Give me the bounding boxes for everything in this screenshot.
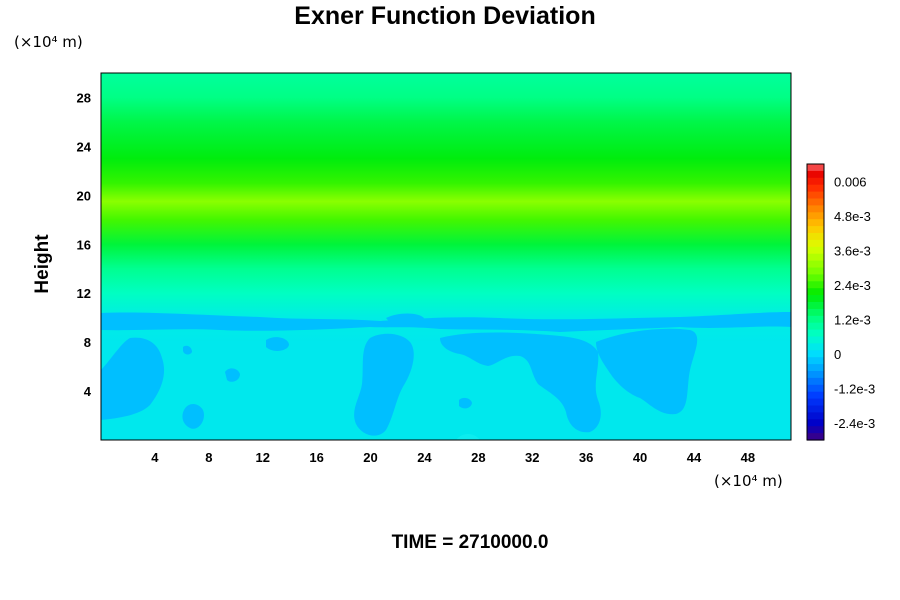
colorbar: 0.006 4.8e-3 3.6e-3 2.4e-3 1.2e-3 0 -1.2e-3 -2.… — [806, 163, 875, 441]
colorbar-label: 0.006 — [834, 174, 867, 189]
colorbar-swatch — [807, 350, 824, 358]
blob-small-6 — [459, 397, 472, 409]
x-tick-label: 44 — [687, 450, 702, 465]
colorbar-swatch — [807, 281, 824, 289]
x-tick-label: 12 — [255, 450, 269, 465]
colorbar-swatch — [807, 412, 824, 420]
y-axis-ticks: 4 8 12 16 20 24 28 — [77, 90, 92, 399]
blob-right-center — [440, 332, 601, 433]
colorbar-swatch — [807, 226, 824, 234]
colorbar-swatch — [807, 164, 824, 172]
colorbar-swatch — [807, 198, 824, 206]
blob-small-1 — [182, 404, 204, 429]
negative-anomaly-regions — [101, 312, 791, 440]
colorbar-label: 0 — [834, 347, 841, 362]
y-tick-label: 24 — [77, 139, 92, 154]
y-tick-label: 20 — [77, 188, 91, 203]
plot-area — [101, 73, 791, 440]
blob-bottom-small — [456, 434, 480, 440]
x-tick-label: 32 — [525, 450, 539, 465]
blob-small-5 — [386, 313, 424, 326]
x-tick-label: 48 — [741, 450, 755, 465]
colorbar-swatch — [807, 322, 824, 331]
colorbar-swatch — [807, 233, 824, 241]
colorbar-swatch — [807, 329, 824, 338]
y-tick-label: 12 — [77, 286, 91, 301]
colorbar-swatch — [807, 212, 824, 220]
colorbar-swatch — [807, 267, 824, 275]
x-axis-ticks: 4 8 12 16 20 24 28 32 36 40 44 48 — [151, 450, 755, 465]
colorbar-swatch — [807, 205, 824, 213]
colorbar-swatch — [807, 364, 824, 372]
colorbar-label: 1.2e-3 — [834, 312, 871, 327]
y-tick-label: 16 — [77, 237, 91, 252]
colorbar-swatch — [807, 239, 824, 248]
colorbar-swatch — [807, 253, 824, 262]
x-tick-label: 4 — [151, 450, 159, 465]
colorbar-label: 4.8e-3 — [834, 209, 871, 224]
colorbar-swatch — [807, 184, 824, 193]
x-tick-label: 40 — [633, 450, 647, 465]
colorbar-label: 2.4e-3 — [834, 278, 871, 293]
colorbar-swatch — [807, 426, 824, 434]
colorbar-swatch — [807, 170, 824, 179]
y-axis-unit: (×10⁴ m) — [14, 33, 83, 51]
colorbar-swatch — [807, 336, 824, 344]
y-tick-label: 28 — [77, 90, 91, 105]
colorbar-swatch — [807, 260, 824, 269]
blob-left — [101, 337, 165, 420]
y-tick-label: 4 — [84, 384, 92, 399]
blob-small-3 — [183, 345, 192, 355]
colorbar-swatch — [807, 405, 824, 413]
colorbar-swatch — [807, 398, 824, 407]
blob-small-4 — [266, 337, 289, 351]
x-tick-label: 16 — [309, 450, 323, 465]
colorbar-frame — [806, 163, 825, 441]
colorbar-swatch — [807, 295, 824, 303]
x-tick-label: 36 — [579, 450, 593, 465]
y-tick-label: 8 — [84, 335, 91, 350]
colorbar-swatch — [807, 288, 824, 296]
blob-center — [354, 333, 414, 436]
x-tick-label: 8 — [205, 450, 212, 465]
band-low-10 — [101, 312, 791, 332]
time-label: TIME = 2710000.0 — [391, 532, 549, 553]
colorbar-swatch — [807, 384, 824, 393]
colorbar-swatch — [807, 315, 824, 324]
colorbar-swatch — [807, 371, 824, 379]
colorbar-swatch — [807, 302, 824, 310]
colorbar-swatch — [807, 377, 824, 386]
colorbar-swatch — [807, 246, 824, 255]
colorbar-swatch — [807, 343, 824, 351]
colorbar-swatch — [807, 391, 824, 400]
colorbar-swatch — [807, 219, 824, 227]
x-tick-label: 28 — [471, 450, 485, 465]
x-axis-unit: (×10⁴ m) — [714, 472, 783, 490]
blob-small-2 — [225, 368, 240, 382]
x-tick-label: 20 — [363, 450, 377, 465]
colorbar-swatch — [807, 191, 824, 200]
colorbar-label: 3.6e-3 — [834, 243, 871, 258]
plot-frame — [100, 72, 792, 441]
x-tick-label: 24 — [417, 450, 432, 465]
colorbar-swatch — [807, 419, 824, 427]
colorbar-swatch — [807, 308, 824, 317]
colorbar-swatch — [807, 433, 824, 441]
colorbar-label: -2.4e-3 — [834, 416, 875, 431]
chart-title: Exner Function Deviation — [294, 2, 596, 30]
colorbar-swatch — [807, 274, 824, 282]
colorbar-swatch — [807, 177, 824, 186]
colorbar-label: -1.2e-3 — [834, 381, 875, 396]
blob-right — [596, 328, 698, 415]
colorbar-swatch — [807, 357, 824, 365]
